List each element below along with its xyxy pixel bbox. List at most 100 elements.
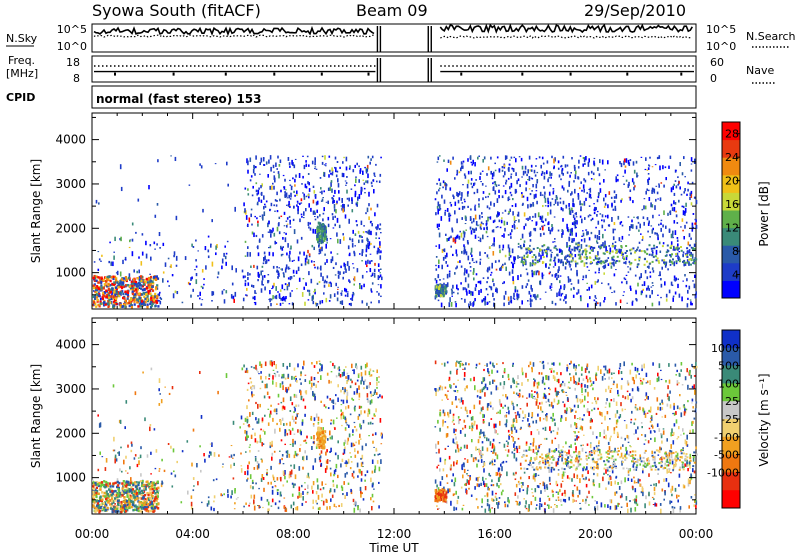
range-cell: [673, 248, 676, 251]
range-cell: [365, 260, 367, 265]
range-cell: [255, 401, 257, 405]
range-cell: [522, 417, 525, 419]
range-cell: [630, 418, 633, 421]
range-cell: [538, 431, 540, 435]
range-cell: [234, 502, 236, 505]
range-cell: [534, 293, 536, 299]
range-cell: [262, 443, 265, 445]
range-cell: [364, 486, 367, 491]
range-cell: [444, 209, 447, 212]
range-cell: [586, 257, 589, 259]
range-cell: [620, 480, 623, 485]
range-cell: [242, 275, 245, 279]
range-cell: [643, 205, 645, 210]
range-cell: [200, 415, 203, 419]
range-cell: [118, 451, 120, 456]
range-cell: [131, 222, 134, 226]
range-cell: [211, 291, 213, 296]
range-cell: [113, 304, 116, 307]
range-cell: [571, 238, 573, 241]
range-cell: [526, 490, 528, 495]
range-cell: [303, 195, 306, 200]
range-cell: [272, 285, 274, 289]
range-cell: [456, 234, 459, 239]
range-cell: [475, 179, 477, 181]
range-cell: [686, 303, 689, 308]
range-cell: [320, 231, 323, 235]
range-cell: [596, 235, 599, 240]
range-cell: [364, 166, 366, 169]
range-cell: [480, 227, 482, 230]
range-cell: [590, 197, 592, 199]
range-cell: [167, 443, 170, 446]
range-cell: [436, 161, 439, 163]
range-cell: [272, 227, 274, 232]
range-cell: [283, 225, 286, 227]
range-cell: [276, 371, 279, 373]
range-cell: [539, 233, 542, 237]
range-cell: [208, 454, 210, 458]
range-cell: [340, 389, 342, 393]
range-cell: [356, 162, 358, 166]
range-cell: [596, 242, 599, 244]
cpid-label: CPID: [6, 91, 35, 104]
range-cell: [337, 270, 340, 274]
range-cell: [319, 214, 321, 217]
range-cell: [450, 466, 452, 471]
range-cell: [660, 378, 663, 381]
range-cell: [338, 366, 340, 369]
range-cell: [474, 385, 476, 391]
range-cell: [286, 224, 288, 228]
range-cell: [584, 162, 586, 165]
range-cell: [278, 216, 281, 219]
range-cell: [368, 232, 370, 235]
range-cell: [439, 294, 442, 298]
range-cell: [161, 458, 163, 462]
range-cell: [145, 298, 149, 301]
range-cell: [268, 396, 271, 399]
range-cell: [459, 430, 462, 434]
range-cell: [640, 491, 643, 494]
range-cell: [544, 458, 547, 461]
range-cell: [275, 294, 278, 300]
range-cell: [629, 263, 632, 266]
range-cell: [672, 248, 675, 251]
range-cell: [332, 479, 334, 483]
range-cell: [268, 298, 270, 301]
range-cell: [555, 247, 557, 250]
range-cell: [452, 493, 455, 497]
range-cell: [566, 164, 569, 167]
range-cell: [571, 231, 573, 236]
range-cell: [568, 182, 570, 187]
range-cell: [376, 460, 379, 464]
range-cell: [95, 296, 99, 299]
range-cell: [490, 405, 492, 408]
range-cell: [507, 167, 510, 171]
range-cell: [341, 198, 343, 203]
range-cell: [367, 408, 370, 413]
range-cell: [170, 264, 172, 269]
range-cell: [561, 389, 564, 393]
range-cell: [604, 202, 607, 206]
range-cell: [490, 156, 492, 160]
range-cell: [680, 434, 682, 436]
range-cell: [294, 483, 296, 486]
range-cell: [298, 486, 301, 492]
range-cell: [495, 492, 497, 495]
range-cell: [130, 449, 133, 453]
range-cell: [523, 244, 525, 248]
range-cell: [343, 369, 345, 372]
range-cell: [641, 290, 643, 294]
range-cell: [592, 482, 595, 486]
range-cell: [290, 192, 292, 198]
range-cell: [510, 194, 513, 197]
range-cell: [301, 215, 303, 218]
range-cell: [645, 294, 648, 298]
range-cell: [475, 363, 478, 367]
range-cell: [151, 295, 154, 298]
range-cell: [277, 276, 279, 278]
range-cell: [615, 269, 617, 271]
range-cell: [614, 447, 616, 452]
range-cell: [484, 392, 486, 397]
